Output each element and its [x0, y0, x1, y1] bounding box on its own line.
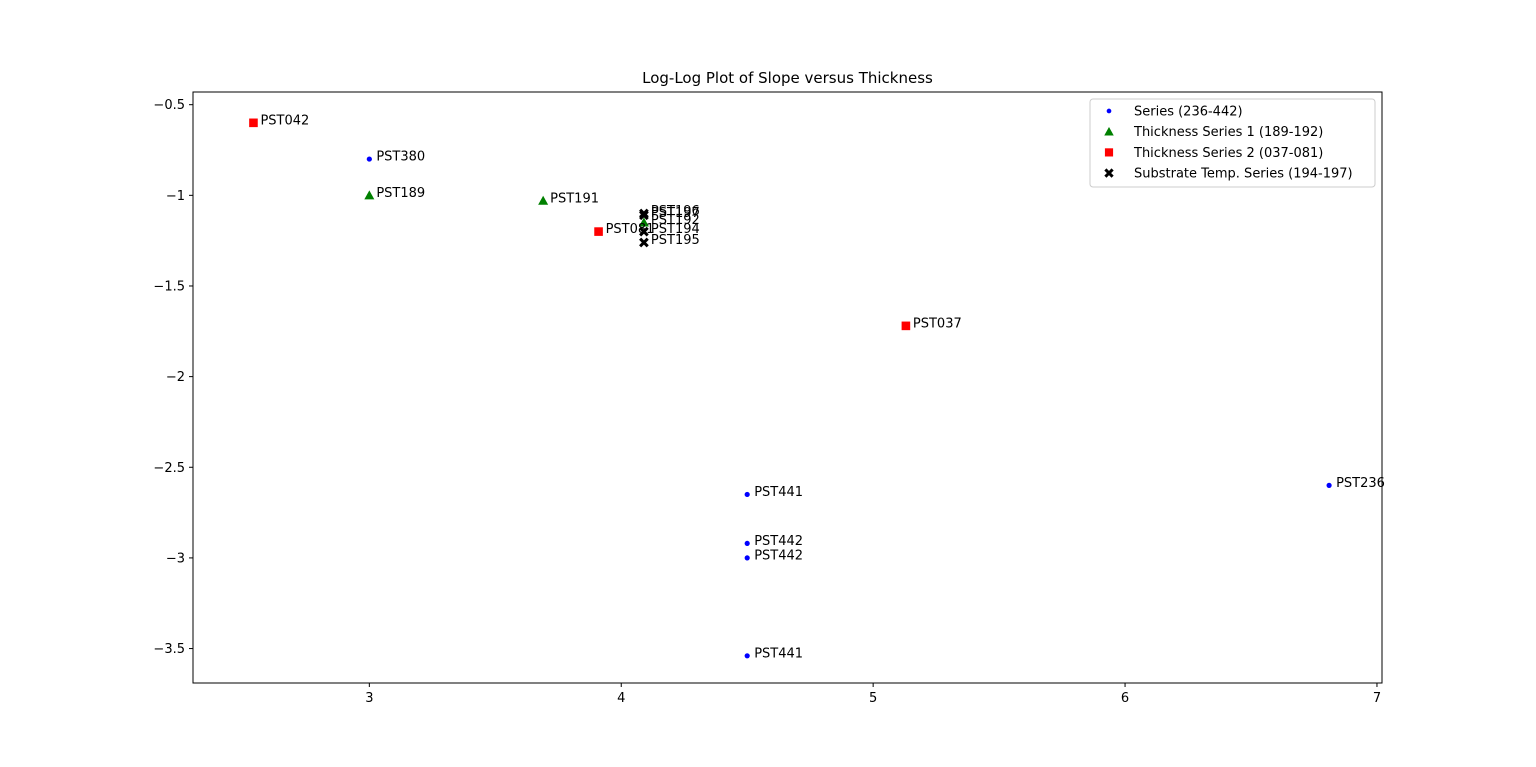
axes-layer: 3 4 5 6 7 −0.5 −1 −1.5 −2 −2.5 −3 −3.5	[153, 98, 1381, 706]
data-point-pst042	[249, 118, 258, 128]
point-label: PST191	[550, 191, 599, 206]
data-point-pst380	[366, 156, 372, 162]
point-label: PST189	[376, 186, 425, 201]
point-label: PST195	[651, 233, 700, 248]
y-tick-label: −3.5	[153, 642, 185, 657]
point-label: PST192	[651, 213, 700, 228]
point-label: PST196	[651, 204, 700, 219]
point-label: PST442	[754, 534, 803, 549]
data-point-pst037	[901, 321, 911, 331]
y-tick-label: −2.5	[153, 461, 185, 476]
legend-marker-square	[1104, 148, 1114, 157]
data-point-pst236	[1326, 482, 1332, 488]
point-label: PST042	[260, 113, 309, 128]
plot-frame	[192, 91, 1383, 684]
y-tick-label: −3	[166, 551, 185, 566]
chart-title: Log-Log Plot of Slope versus Thickness	[642, 69, 933, 87]
point-label: PST380	[376, 150, 425, 165]
data-point-pst195	[639, 237, 649, 248]
point-label: PST037	[913, 316, 962, 331]
data-point-pst441	[744, 491, 750, 498]
data-point-pst442	[744, 540, 750, 547]
x-tick-label: 4	[617, 691, 625, 706]
legend-box	[1089, 98, 1376, 188]
point-label: PST441	[754, 485, 803, 500]
point-label: PST441	[754, 646, 803, 661]
x-tick-label: 5	[869, 691, 877, 706]
data-point-pst189	[364, 190, 375, 200]
points-layer	[249, 118, 1332, 659]
x-tick-label: 6	[1121, 691, 1129, 706]
legend-marker-triangle	[1104, 126, 1114, 136]
legend-marker-circle	[1106, 108, 1112, 114]
data-point-pst197	[639, 210, 649, 221]
x-tick-label: 7	[1373, 691, 1381, 706]
data-point-pst441	[744, 653, 750, 659]
legend-entry-label: Thickness Series 2 (037-081)	[1133, 146, 1323, 161]
legend-entry-label: Thickness Series 1 (189-192)	[1133, 125, 1323, 140]
legend-entry-label: Substrate Temp. Series (194-197)	[1134, 167, 1353, 182]
y-tick-label: −0.5	[153, 98, 185, 113]
data-point-pst081	[594, 227, 603, 236]
point-label: PST236	[1336, 476, 1385, 491]
point-label: PST197	[651, 206, 700, 221]
legend-marker-x	[1104, 168, 1114, 178]
data-point-pst194	[639, 226, 649, 237]
point-label: PST442	[754, 548, 803, 563]
x-tick-label: 3	[365, 691, 373, 706]
point-label: PST194	[651, 222, 700, 237]
legend: Series (236-442) Thickness Series 1 (189-…	[1089, 98, 1376, 188]
data-point-pst191	[538, 195, 549, 205]
legend-entry-label: Series (236-442)	[1134, 105, 1243, 120]
data-point-pst192	[638, 217, 649, 227]
y-tick-label: −1	[166, 189, 185, 204]
data-point-pst442	[744, 555, 750, 561]
y-tick-label: −1.5	[153, 279, 185, 294]
y-tick-label: −2	[166, 370, 185, 385]
point-label: PST081	[606, 222, 655, 237]
